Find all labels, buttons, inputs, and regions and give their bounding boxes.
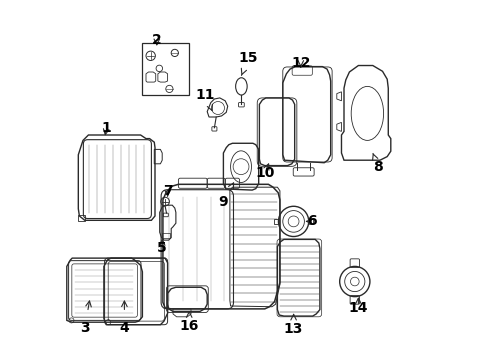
Text: 4: 4 xyxy=(120,301,129,334)
Bar xyxy=(162,233,170,238)
Text: 16: 16 xyxy=(179,311,199,333)
Text: 12: 12 xyxy=(291,56,311,70)
Text: 1: 1 xyxy=(101,121,111,135)
Text: 15: 15 xyxy=(239,51,258,76)
Text: 11: 11 xyxy=(196,89,215,111)
Text: 3: 3 xyxy=(80,301,91,334)
Text: 2: 2 xyxy=(152,33,162,46)
Text: 10: 10 xyxy=(255,164,274,180)
Text: 13: 13 xyxy=(284,314,303,336)
Text: 9: 9 xyxy=(219,183,234,208)
Bar xyxy=(143,43,189,95)
Text: 6: 6 xyxy=(307,215,317,228)
Bar xyxy=(78,215,85,221)
Text: 8: 8 xyxy=(372,153,383,174)
Text: 7: 7 xyxy=(163,184,172,198)
Text: 5: 5 xyxy=(157,240,167,255)
Text: 14: 14 xyxy=(349,298,368,315)
